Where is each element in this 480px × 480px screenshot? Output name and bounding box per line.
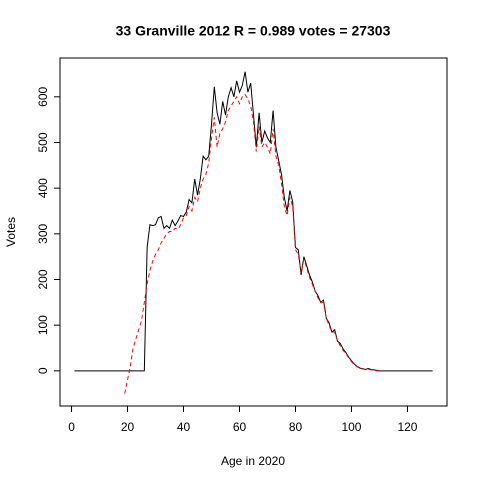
y-tick-label: 200 bbox=[36, 269, 50, 289]
series-line bbox=[124, 93, 380, 394]
x-axis-label: Age in 2020 bbox=[221, 454, 285, 468]
y-tick-label: 300 bbox=[36, 223, 50, 243]
y-tick-label: 500 bbox=[36, 132, 50, 152]
x-tick-label: 120 bbox=[397, 420, 417, 434]
x-tick-label: 80 bbox=[289, 420, 303, 434]
y-tick-label: 400 bbox=[36, 178, 50, 198]
y-tick-label: 600 bbox=[36, 86, 50, 106]
y-tick-label: 0 bbox=[36, 367, 50, 374]
x-tick-label: 40 bbox=[177, 420, 191, 434]
plot-box bbox=[59, 57, 448, 407]
y-tick-label: 100 bbox=[36, 315, 50, 335]
x-tick-label: 100 bbox=[341, 420, 361, 434]
x-tick-label: 0 bbox=[68, 420, 75, 434]
y-axis-label: Votes bbox=[4, 217, 18, 247]
series-line bbox=[74, 71, 433, 372]
x-tick-label: 60 bbox=[233, 420, 247, 434]
x-tick-label: 20 bbox=[121, 420, 135, 434]
chart-title: 33 Granville 2012 R = 0.989 votes = 2730… bbox=[116, 23, 391, 39]
